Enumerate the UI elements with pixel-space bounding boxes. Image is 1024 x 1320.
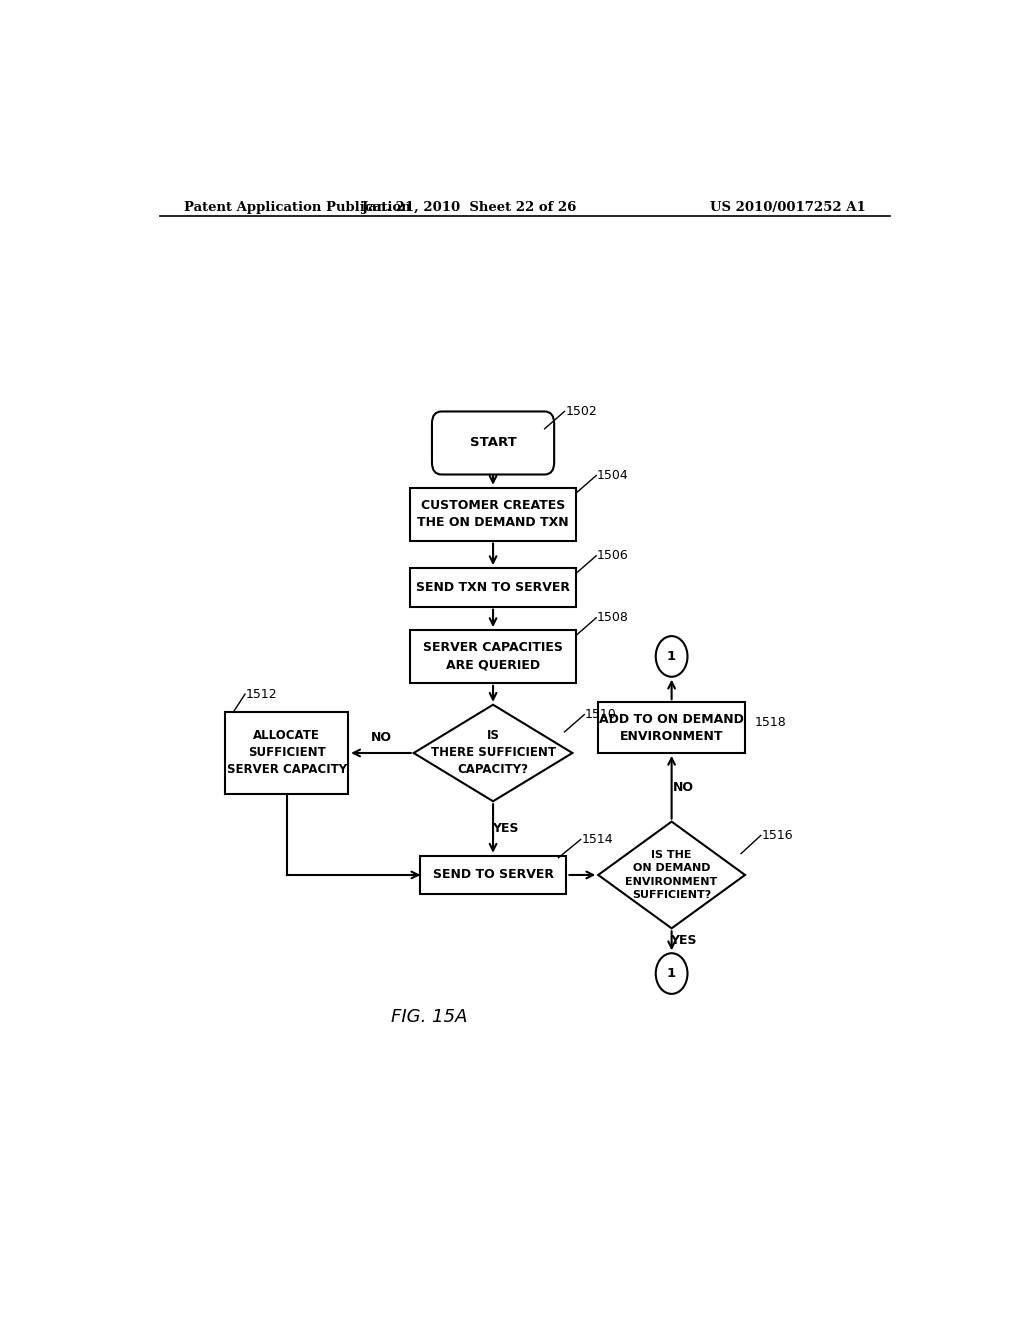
- Text: Patent Application Publication: Patent Application Publication: [183, 201, 411, 214]
- Text: YES: YES: [492, 822, 518, 836]
- Text: FIG. 15A: FIG. 15A: [391, 1008, 468, 1026]
- Text: ALLOCATE
SUFFICIENT
SERVER CAPACITY: ALLOCATE SUFFICIENT SERVER CAPACITY: [226, 730, 347, 776]
- Text: SEND TXN TO SERVER: SEND TXN TO SERVER: [416, 581, 570, 594]
- Text: 1516: 1516: [762, 829, 794, 842]
- Text: US 2010/0017252 A1: US 2010/0017252 A1: [711, 201, 866, 214]
- Text: 1: 1: [667, 649, 676, 663]
- Bar: [598, 702, 745, 752]
- Text: CUSTOMER CREATES
THE ON DEMAND TXN: CUSTOMER CREATES THE ON DEMAND TXN: [417, 499, 569, 529]
- Text: 1510: 1510: [585, 708, 616, 721]
- Bar: [410, 568, 577, 607]
- Text: 1512: 1512: [246, 688, 278, 701]
- Text: SERVER CAPACITIES
ARE QUERIED: SERVER CAPACITIES ARE QUERIED: [423, 642, 563, 672]
- Text: 1: 1: [667, 968, 676, 979]
- Text: SEND TO SERVER: SEND TO SERVER: [432, 869, 554, 882]
- Circle shape: [655, 636, 687, 677]
- Bar: [225, 713, 348, 793]
- Text: NO: NO: [673, 781, 694, 793]
- Bar: [410, 630, 577, 682]
- Polygon shape: [414, 705, 572, 801]
- Bar: [420, 855, 566, 894]
- Text: START: START: [470, 437, 516, 450]
- Text: 1504: 1504: [597, 469, 629, 482]
- Bar: [410, 487, 577, 541]
- FancyBboxPatch shape: [432, 412, 554, 474]
- Text: 1506: 1506: [597, 549, 629, 562]
- Text: 1514: 1514: [582, 833, 613, 846]
- Text: Jan. 21, 2010  Sheet 22 of 26: Jan. 21, 2010 Sheet 22 of 26: [362, 201, 577, 214]
- Text: 1518: 1518: [755, 715, 786, 729]
- Text: NO: NO: [371, 731, 391, 744]
- Text: 1502: 1502: [565, 405, 597, 418]
- Polygon shape: [598, 821, 745, 928]
- Text: 1508: 1508: [597, 611, 629, 624]
- Text: ADD TO ON DEMAND
ENVIRONMENT: ADD TO ON DEMAND ENVIRONMENT: [599, 713, 744, 743]
- Circle shape: [655, 953, 687, 994]
- Text: YES: YES: [671, 935, 696, 948]
- Text: IS
THERE SUFFICIENT
CAPACITY?: IS THERE SUFFICIENT CAPACITY?: [430, 730, 556, 776]
- Text: IS THE
ON DEMAND
ENVIRONMENT
SUFFICIENT?: IS THE ON DEMAND ENVIRONMENT SUFFICIENT?: [626, 850, 718, 900]
